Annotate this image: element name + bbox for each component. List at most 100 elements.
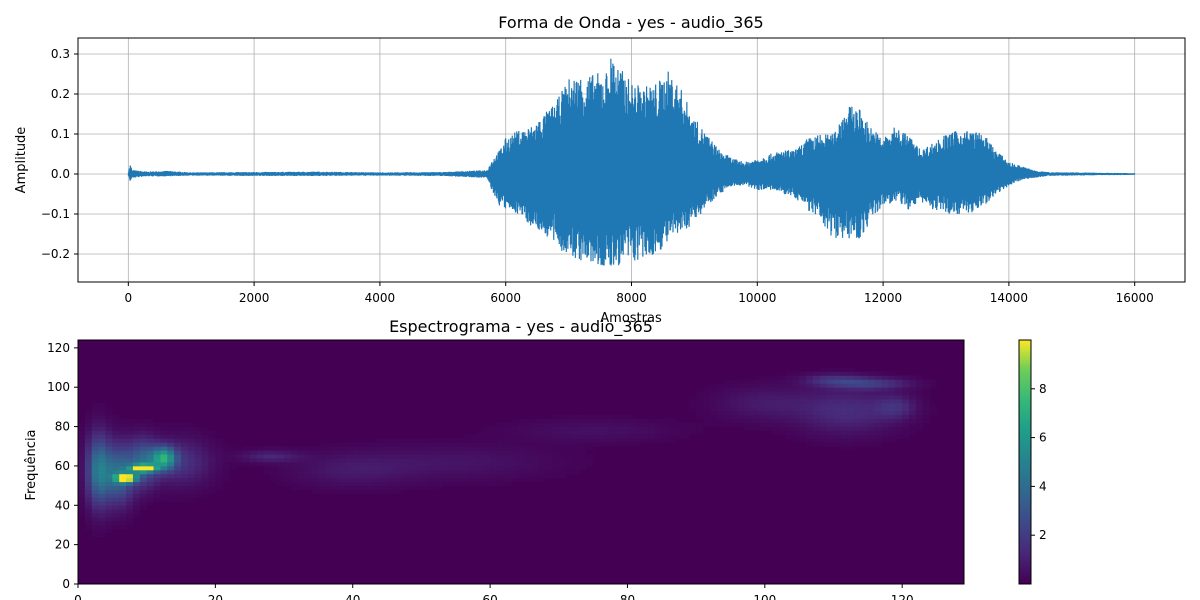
spectrogram-cell [153,469,161,475]
spectrogram-cell [785,434,793,439]
spectrogram-cell [112,497,120,502]
waveform-line [127,58,1136,266]
spectrogram-cell [744,402,752,408]
spectrogram-cell [311,489,319,494]
spectrogram-cell [819,383,828,388]
spectrogram-cell [132,489,141,494]
spectrogram-cell [922,402,931,408]
spectrogram-cell [490,458,498,463]
spectrogram-cell [222,458,230,463]
spectrogram-cell [634,426,642,431]
spectrogram-cell [902,383,910,388]
spectrogram-cell [448,438,457,443]
spectrogram-cell [531,442,539,447]
spectrogram-cell [613,434,621,439]
spectrogram-cell [290,462,299,467]
spectrogram-cell [860,402,869,408]
spectrogram-cell [98,430,106,435]
spectrogram-cell [414,477,422,483]
spectrogram-cell [380,477,388,483]
spectrogram-cell [442,450,450,455]
spectrogram-cell [242,462,251,467]
spectrogram-cell [490,469,498,475]
spectrogram-cell [819,375,828,380]
spectrogram-cell [874,426,882,431]
spectrogram-cell [414,481,422,487]
spectrogram-cell [915,395,924,400]
spectrogram-cell [551,426,560,431]
spectrogram-cell [181,434,189,439]
spectrogram-cell [91,465,100,471]
spectrogram-cell [332,450,340,455]
spectrogram-cell [723,387,731,392]
spectrogram-cell [400,438,409,443]
spectrogram-cell [703,402,711,408]
spectrogram-cell [84,410,93,416]
spectrogram-cell [139,422,148,427]
spectrogram-cell [654,422,663,427]
spectrogram-cell [551,458,560,463]
spectrogram-cell [833,442,841,447]
spectrogram-cell [84,469,93,475]
spectrogram-cell [400,465,409,471]
spectrogram-cell [84,524,93,530]
spectrogram-cell [826,410,834,416]
spectrogram-cell [503,469,512,475]
spectrogram-cell [442,462,450,467]
spectrogram-cell [545,469,553,475]
spectrogram-cell [881,379,889,384]
spectrogram-cell [194,446,203,451]
spectrogram-cell [119,450,127,455]
spectrogram-cell [524,434,532,439]
spectrogram-cell [380,458,388,463]
spectrogram-cell [737,410,745,416]
spectrogram-cell [126,454,134,459]
spectrogram-cell [847,399,855,404]
spectrogram-cell [187,485,196,490]
spectrogram-cell [277,473,285,479]
spectrogram-cell [483,442,491,447]
spectrogram-cell [359,446,367,451]
spectrogram-cell [194,458,203,463]
spectrogram-cell [558,438,567,443]
spectrogram-cell [380,489,388,494]
spectrogram-cell [874,438,882,443]
spectrogram-cell [490,434,498,439]
spectrogram-cell [421,485,429,490]
spectrogram-cell [558,414,567,420]
spectrogram-cell [380,450,388,455]
spectrogram-cell [586,422,594,427]
spectrogram-cell [895,422,903,427]
spectrogram-cell [311,473,319,479]
spectrogram-cell [373,438,381,443]
spectrogram-cell [442,442,450,447]
spectrogram-cell [929,383,937,388]
spectrogram-cell [84,513,93,518]
spectrogram-cell [373,473,381,479]
spectrogram-cell [874,399,882,404]
spectrogram-cell [359,465,367,471]
spectrogram-cell [91,422,100,427]
spectrogram-cell [730,402,738,408]
spectrogram-cell [359,477,367,483]
spectrogram-cell [373,489,381,494]
spectrogram-cell [174,434,182,439]
spectrogram-cell [833,438,841,443]
spectrogram-cell [387,473,395,479]
spectrogram-cell [332,454,340,459]
spectrogram-cell [132,465,141,471]
spectrogram-cell [352,458,360,463]
waveform-y-tick-label: 0.3 [51,47,70,61]
spectrogram-cell [290,454,299,459]
spectrogram-cell [593,442,601,447]
spectrogram-cell [91,497,100,502]
spectrogram-cell [764,402,773,408]
spectrogram-cell [496,422,505,427]
spectrogram-cell [579,458,587,463]
spectrogram-cell [496,473,505,479]
spectrogram-cell [215,458,223,463]
spectrogram-cell [860,391,869,396]
spectrogram-cell [194,481,203,487]
spectrogram-cell [634,430,642,435]
